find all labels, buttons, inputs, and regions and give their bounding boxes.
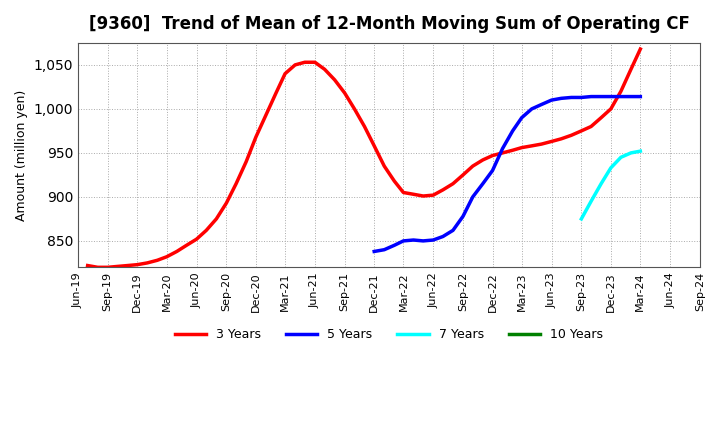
- Line: 5 Years: 5 Years: [374, 96, 640, 252]
- Title: [9360]  Trend of Mean of 12-Month Moving Sum of Operating CF: [9360] Trend of Mean of 12-Month Moving …: [89, 15, 689, 33]
- Y-axis label: Amount (million yen): Amount (million yen): [15, 89, 28, 221]
- Line: 3 Years: 3 Years: [88, 49, 640, 268]
- Line: 7 Years: 7 Years: [581, 151, 640, 219]
- Legend: 3 Years, 5 Years, 7 Years, 10 Years: 3 Years, 5 Years, 7 Years, 10 Years: [170, 323, 608, 346]
